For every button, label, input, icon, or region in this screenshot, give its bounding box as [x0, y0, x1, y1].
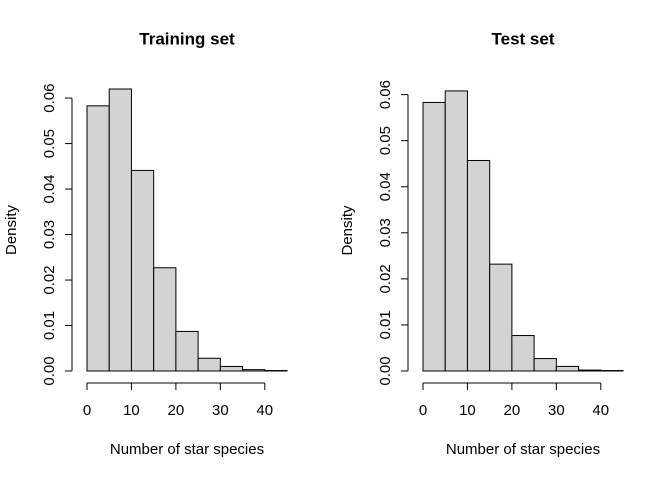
chart-title: Training set: [139, 29, 235, 48]
y-tick-label: 0.03: [41, 220, 58, 249]
y-tick-label: 0.02: [41, 265, 58, 294]
x-tick-label: 0: [83, 402, 91, 419]
bar: [489, 263, 513, 372]
bar: [555, 365, 580, 372]
y-tick-label: 0.05: [41, 129, 58, 158]
y-tick-label: 0.04: [41, 174, 58, 203]
x-tick-label: 20: [504, 402, 521, 419]
y-tick-label: 0.06: [41, 83, 58, 112]
y-tick-label: 0.04: [377, 172, 394, 201]
bar: [153, 267, 177, 372]
x-tick-label: 40: [592, 402, 609, 419]
x-tick-label: 30: [548, 402, 565, 419]
x-tick-label: 30: [212, 402, 229, 419]
y-tick-label: 0.03: [377, 218, 394, 247]
y-axis-label: Density: [339, 205, 356, 256]
bar: [108, 88, 132, 372]
bar: [86, 105, 110, 372]
bar: [242, 369, 266, 372]
bar: [578, 369, 602, 372]
y-tick-label: 0.05: [377, 126, 394, 155]
chart-title: Test set: [492, 29, 555, 48]
y-tick-label: 0.02: [377, 264, 394, 293]
bar: [466, 159, 491, 372]
y-tick-label: 0.06: [377, 80, 394, 109]
x-tick-label: 10: [459, 402, 476, 419]
x-tick-label: 10: [123, 402, 140, 419]
x-tick-label: 40: [256, 402, 273, 419]
y-tick-label: 0.01: [377, 310, 394, 339]
bar: [197, 357, 221, 372]
y-tick-label: 0.00: [41, 356, 58, 385]
y-tick-label: 0.01: [41, 311, 58, 340]
x-tick-label: 20: [168, 402, 185, 419]
bar: [511, 335, 535, 372]
x-axis-label: Number of star species: [446, 441, 600, 458]
bar: [175, 330, 199, 372]
bar: [533, 358, 557, 372]
x-tick-label: 0: [419, 402, 427, 419]
x-axis-label: Number of star species: [110, 441, 264, 458]
y-tick-label: 0.00: [377, 356, 394, 385]
y-axis-label: Density: [3, 204, 20, 255]
bar: [219, 365, 244, 372]
bar: [130, 169, 155, 372]
bar: [444, 90, 468, 372]
bar: [422, 101, 446, 372]
